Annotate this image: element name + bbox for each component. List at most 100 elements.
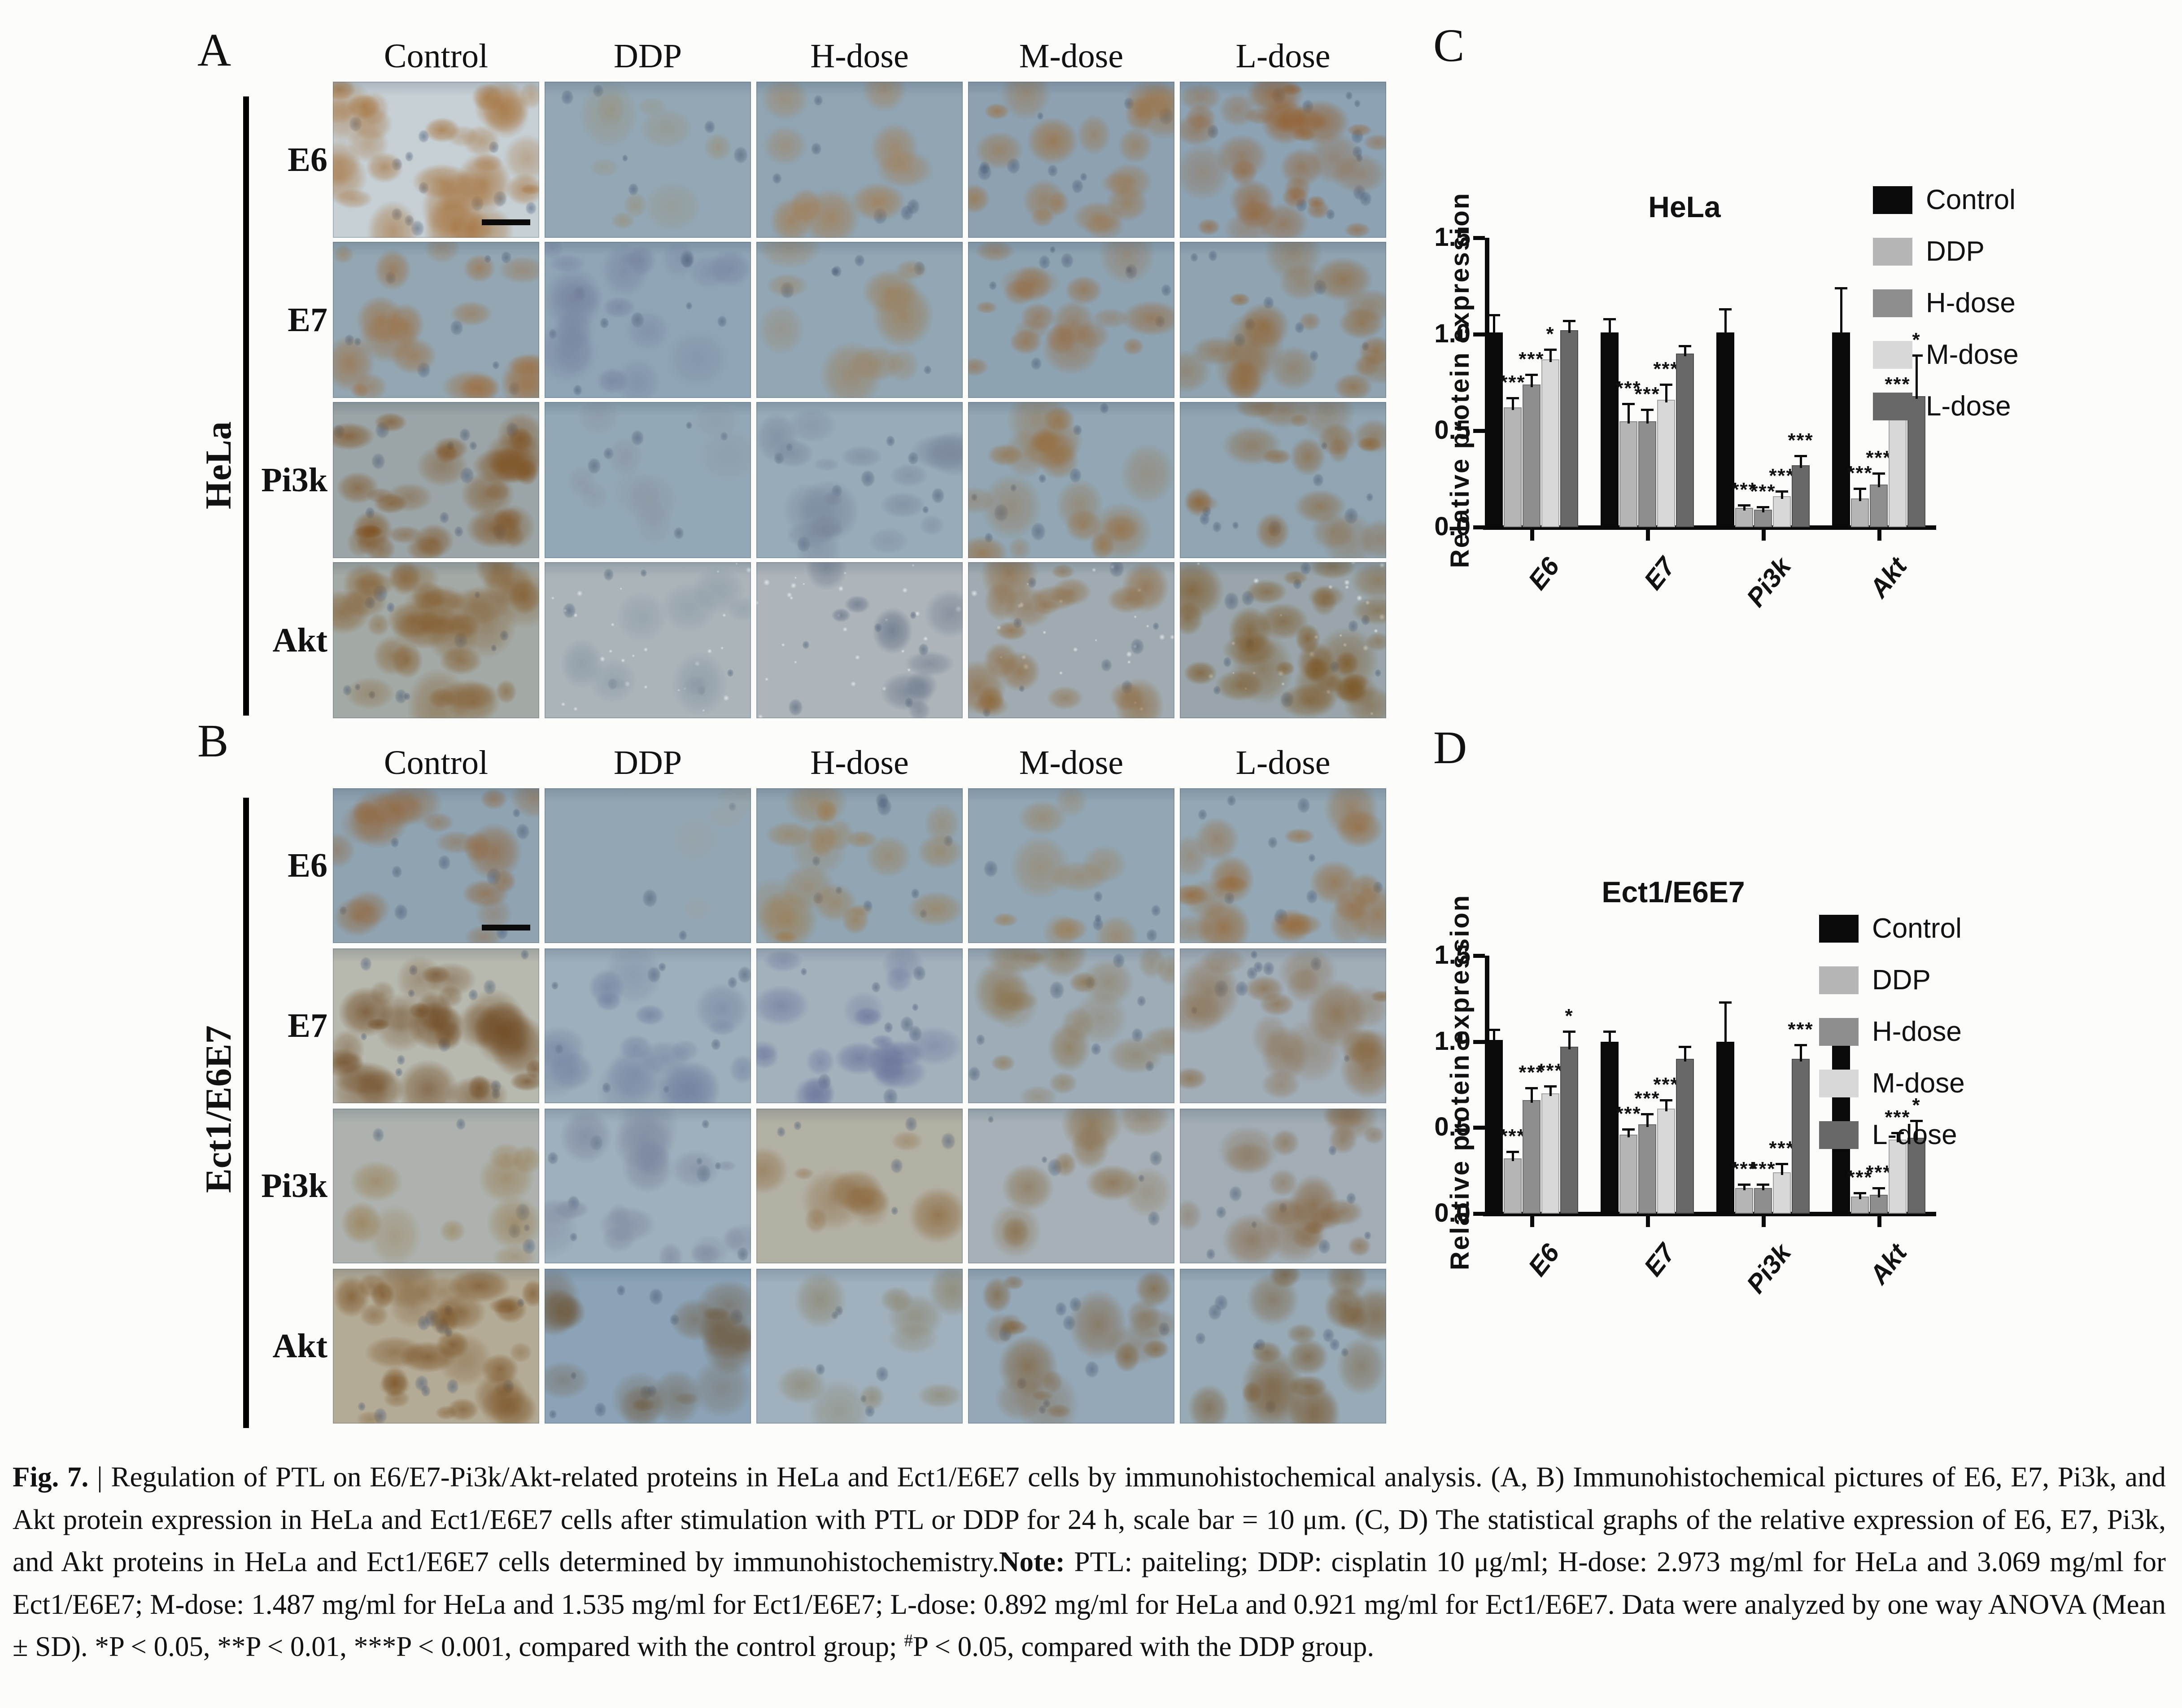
legend-swatch — [1819, 1121, 1859, 1149]
category-label-e6: E6 — [1523, 1238, 1566, 1282]
y-tick — [1473, 1040, 1485, 1044]
error-bar-cap — [1738, 1183, 1750, 1186]
error-bar-cap — [1794, 1044, 1807, 1047]
significance-label: *** — [1731, 1158, 1757, 1180]
x-tick — [1646, 530, 1650, 541]
error-bar-line — [1743, 505, 1746, 511]
y-tick — [1473, 236, 1485, 240]
column-header-ddp: DDP — [613, 37, 682, 75]
panel-d-label: D — [1433, 722, 1467, 773]
bar-akt-l-dose — [1907, 1138, 1925, 1214]
micrograph-a-pi3k-l-dose — [1180, 402, 1386, 558]
error-bar-line — [1646, 1114, 1649, 1127]
micrograph-b-akt-m-dose — [968, 1269, 1174, 1424]
micrograph-b-e6-control — [333, 788, 539, 943]
legend-item-ddp: DDP — [1819, 954, 1965, 1006]
micrograph-b-pi3k-l-dose — [1180, 1109, 1386, 1263]
legend-item-h-dose: H-dose — [1873, 277, 2019, 329]
caption-segment: Fig. 7. — [13, 1461, 89, 1493]
error-bar-line — [1665, 384, 1667, 403]
legend-item-control: Control — [1873, 174, 2019, 226]
y-tick-label: 1.0 — [1434, 319, 1471, 348]
bar-e7-h-dose — [1638, 1124, 1656, 1214]
micrograph-a-akt-h-dose — [756, 562, 963, 718]
bar-akt-m-dose — [1889, 417, 1907, 527]
error-bar-cap — [1757, 506, 1769, 508]
micrograph-a-e6-m-dose — [968, 82, 1174, 238]
bar-e7-control — [1601, 1041, 1619, 1214]
caption-segment: P < 0.05, compared with the DDP group. — [912, 1631, 1375, 1662]
category-label-e7: E7 — [1638, 1238, 1681, 1282]
chart-title: HeLa — [1648, 190, 1721, 223]
error-bar-cap — [1622, 402, 1635, 405]
significance-label: *** — [1750, 1158, 1776, 1180]
error-bar-line — [1684, 1047, 1686, 1061]
scale-bar — [482, 219, 530, 225]
y-tick-label: 0.5 — [1434, 415, 1471, 445]
significance-label: * — [1912, 1094, 1921, 1116]
micrograph-b-e7-ddp — [545, 948, 751, 1103]
legend-swatch — [1819, 1069, 1859, 1097]
error-bar-cap — [1544, 1085, 1557, 1088]
y-tick-label: 0.0 — [1434, 1198, 1471, 1227]
micrograph-b-e7-l-dose — [1180, 948, 1386, 1103]
category-label-akt: Akt — [1863, 1238, 1913, 1290]
error-bar-cap — [1660, 1099, 1672, 1101]
category-label-e6: E6 — [1523, 552, 1566, 595]
legend-label: Control — [1926, 184, 2016, 215]
category-label-pi3k: Pi3k — [1741, 552, 1797, 612]
significance-label: *** — [1537, 1060, 1563, 1082]
error-bar-line — [1859, 489, 1861, 501]
panel-b-bracket-line — [243, 798, 249, 1428]
error-bar-line — [1531, 375, 1533, 387]
error-bar-cap — [1719, 308, 1732, 311]
bar-e6-control — [1485, 1040, 1503, 1214]
panel-b-side-label: Ect1/E6E7 — [197, 1025, 239, 1193]
significance-label: *** — [1634, 383, 1660, 405]
bar-e7-m-dose — [1657, 400, 1675, 527]
micrograph-a-e7-h-dose — [756, 242, 963, 398]
x-axis — [1483, 525, 1936, 530]
error-bar-cap — [1854, 488, 1866, 490]
significance-label: *** — [1500, 1125, 1526, 1147]
micrograph-a-pi3k-m-dose — [968, 402, 1174, 558]
bar-e7-ddp — [1619, 421, 1637, 527]
error-bar-cap — [1603, 1030, 1616, 1033]
chart-ect1-e6e7: Ect1/E6E7 0.0 0.5 1.0 1.5 Relative protein ex… — [1434, 852, 2182, 1436]
error-bar-line — [1781, 491, 1783, 499]
significance-label: *** — [1731, 478, 1757, 501]
y-axis-label: Relative protein expression — [1445, 894, 1475, 1270]
error-bar-line — [1916, 355, 1918, 399]
bar-pi3k-ddp — [1735, 508, 1753, 527]
y-tick-label: 0.5 — [1434, 1112, 1471, 1142]
bar-akt-control — [1832, 332, 1850, 527]
category-label-akt: Akt — [1863, 552, 1913, 603]
column-header-control: Control — [384, 37, 489, 75]
y-tick-label: 0.0 — [1434, 512, 1471, 541]
micrograph-a-pi3k-control — [333, 402, 539, 558]
row-label-akt: Akt — [272, 1327, 327, 1365]
error-bar-line — [1512, 398, 1514, 411]
error-bar-cap — [1544, 349, 1557, 351]
chart-title: Ect1/E6E7 — [1602, 875, 1745, 909]
significance-label: *** — [1788, 429, 1814, 451]
caption-segment: | Regulation of PTL on E6/E7-Pi3k/Akt-re… — [13, 1461, 2166, 1577]
error-bar-line — [1512, 1152, 1514, 1162]
significance-label: * — [1565, 1005, 1574, 1027]
error-bar-cap — [1641, 408, 1654, 411]
error-bar-cap — [1641, 1113, 1654, 1115]
error-bar-cap — [1506, 1151, 1519, 1153]
error-bar-line — [1609, 319, 1611, 335]
micrograph-a-akt-m-dose — [968, 562, 1174, 718]
error-bar-cap — [1910, 1120, 1923, 1122]
error-bar-cap — [1603, 318, 1616, 320]
error-bar-line — [1493, 315, 1495, 335]
significance-label: *** — [1885, 373, 1911, 396]
y-tick — [1473, 954, 1485, 958]
significance-label: * — [1546, 323, 1555, 345]
y-tick-label: 1.5 — [1434, 940, 1471, 970]
bar-e7-m-dose — [1657, 1109, 1675, 1214]
error-bar-cap — [1679, 345, 1691, 347]
error-bar-cap — [1854, 1192, 1866, 1194]
bar-e7-l-dose — [1676, 1059, 1694, 1214]
